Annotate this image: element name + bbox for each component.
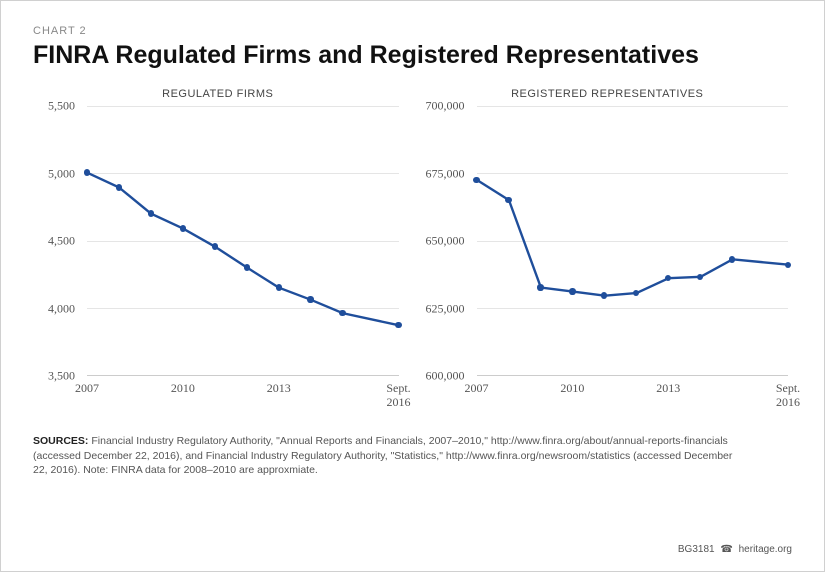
right-chart-marker bbox=[505, 197, 511, 203]
left-chart-marker bbox=[84, 169, 90, 175]
right-chart-marker bbox=[729, 256, 735, 262]
left-chart-marker bbox=[244, 264, 250, 270]
footer-code: BG3181 bbox=[678, 544, 715, 555]
right-chart-ylabel: 700,000 bbox=[426, 99, 465, 114]
right-chart-marker bbox=[537, 284, 543, 290]
left-chart-xlabel: Sept.2016 bbox=[386, 382, 410, 410]
right-chart-ylabel: 650,000 bbox=[426, 234, 465, 249]
left-chart-marker bbox=[307, 296, 313, 302]
left-chart-ylabel: 4,500 bbox=[48, 234, 75, 249]
right-chart-xlabel: 2007 bbox=[465, 382, 489, 396]
right-chart-xlabel: 2010 bbox=[560, 382, 584, 396]
sources-text: Financial Industry Regulatory Authority,… bbox=[33, 435, 732, 476]
left-chart-marker bbox=[148, 210, 154, 216]
footer-site: heritage.org bbox=[739, 544, 792, 555]
right-chart-series bbox=[477, 106, 789, 375]
panels-row: REGULATED FIRMS 3,500 4,000 4,500 5,000 5,50… bbox=[33, 88, 792, 406]
right-chart-ylabel: 600,000 bbox=[426, 369, 465, 384]
right-chart-marker bbox=[785, 262, 791, 268]
footer: BG3181 ☎ heritage.org bbox=[678, 544, 792, 555]
right-panel: REGISTERED REPRESENTATIVES 600,000 625,00… bbox=[423, 88, 793, 406]
left-chart-marker bbox=[276, 284, 282, 290]
left-chart-marker bbox=[395, 322, 401, 328]
left-chart-marker bbox=[212, 243, 218, 249]
right-chart-marker bbox=[473, 177, 479, 183]
chart-title: FINRA Regulated Firms and Registered Rep… bbox=[33, 41, 792, 70]
right-chart-marker bbox=[569, 288, 575, 294]
left-panel-title: REGULATED FIRMS bbox=[33, 88, 403, 100]
right-chart: 600,000625,000650,000675,000700,000 2007… bbox=[423, 106, 793, 406]
left-chart: 3,5004,0004,5005,0005,500 200720102013Se… bbox=[33, 106, 403, 406]
left-chart-xlabel: 2013 bbox=[267, 382, 291, 396]
left-chart-ylabel: 5,000 bbox=[48, 166, 75, 181]
sources-label: SOURCES: bbox=[33, 435, 88, 447]
left-chart-ylabel: 3,500 bbox=[48, 369, 75, 384]
left-panel: REGULATED FIRMS 3,500 4,000 4,500 5,000 5,50… bbox=[33, 88, 403, 406]
left-chart-marker bbox=[339, 310, 345, 316]
left-chart-ylabel: 4,000 bbox=[48, 301, 75, 316]
chart-number-label: CHART 2 bbox=[33, 25, 792, 37]
left-chart-ylabel: 5,500 bbox=[48, 99, 75, 114]
right-chart-ylabel: 675,000 bbox=[426, 166, 465, 181]
left-chart-marker bbox=[116, 184, 122, 190]
left-chart-xlabel: 2010 bbox=[171, 382, 195, 396]
left-chart-xlabel: 2007 bbox=[75, 382, 99, 396]
right-chart-xlabel: 2013 bbox=[656, 382, 680, 396]
left-chart-series bbox=[87, 106, 399, 375]
right-panel-title: REGISTERED REPRESENTATIVES bbox=[423, 88, 793, 100]
right-chart-xlabel: Sept.2016 bbox=[776, 382, 800, 410]
sources-block: SOURCES: Financial Industry Regulatory A… bbox=[33, 434, 733, 478]
bell-icon: ☎ bbox=[720, 544, 732, 555]
right-chart-ylabel: 625,000 bbox=[426, 301, 465, 316]
left-chart-marker bbox=[180, 225, 186, 231]
